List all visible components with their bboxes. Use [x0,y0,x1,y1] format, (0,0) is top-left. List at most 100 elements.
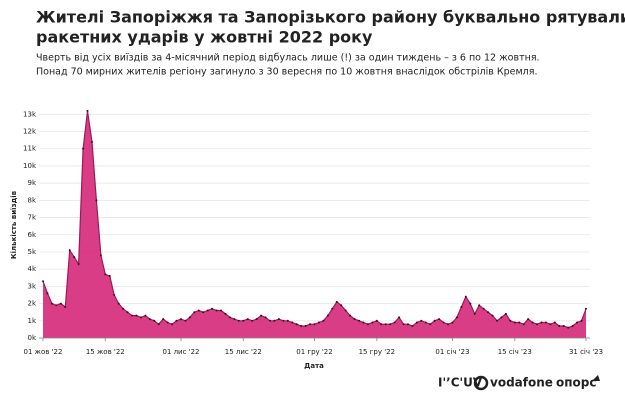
point [344,309,347,312]
point [117,302,120,305]
point [282,319,285,322]
y-tick-label: 12k [23,128,37,136]
point [224,312,227,315]
point [420,319,423,322]
point [175,319,178,322]
chart-title-2: ракетних ударів у жовтні 2022 року [36,28,373,47]
line [42,110,587,329]
point [353,318,356,321]
y-tick-label: 3k [27,282,36,290]
subtitle: Чверть від усіх виїздів за 4-місячний пе… [36,53,540,64]
point [135,314,138,317]
point [113,293,116,296]
y-tick-label: 5k [27,248,36,256]
point [518,321,521,324]
point [313,323,316,326]
point [144,314,147,317]
point [122,307,125,310]
x-tick-label: 01 гру '22 [296,348,332,356]
y-tick-label: 6k [27,231,36,239]
point [375,319,378,322]
point [393,321,396,324]
point [179,318,182,321]
point [371,321,374,324]
x-axis-label: Дата [304,362,324,370]
point [291,321,294,324]
point [322,319,325,322]
point [549,323,552,326]
point [59,302,62,305]
y-tick-label: 10k [23,162,37,170]
point [255,318,258,321]
point [55,304,58,307]
x-tick-label: 01 лис '22 [162,348,199,356]
point [571,324,574,327]
point [304,324,307,327]
point [90,140,93,143]
point [362,321,365,324]
y-axis-label: Кількість виїздів [10,190,18,259]
y-tick-label: 13k [23,110,37,118]
point [211,307,214,310]
point [237,319,240,322]
point [531,321,534,324]
point [73,256,76,259]
logo: I'’C'UV [438,376,483,390]
point [504,312,507,315]
point [188,316,191,319]
point [246,318,249,321]
point [64,306,67,309]
point [166,321,169,324]
point [411,324,414,327]
point [513,321,516,324]
point [295,323,298,326]
point [273,319,276,322]
point [242,319,245,322]
y-tick-label: 2k [27,300,36,308]
point [104,273,107,276]
point [46,292,49,295]
point [495,319,498,322]
point [580,319,583,322]
point [553,321,556,324]
logo-icon [473,375,489,391]
x-tick-label: 15 гру '22 [359,348,395,356]
point [184,319,187,322]
point [228,316,231,319]
point [86,109,89,112]
point [233,318,236,321]
x-tick-label: 15 січ '23 [498,348,532,356]
point [157,323,160,326]
point [384,323,387,326]
point [202,311,205,314]
point [447,323,450,326]
point [50,302,53,305]
point [99,254,102,257]
point [331,307,334,310]
point [389,323,392,326]
point [478,304,481,307]
logo-icon [592,375,600,381]
point [576,321,579,324]
logo: vodafone [490,376,553,390]
y-tick-label: 1k [27,317,36,325]
logo: опорс [556,376,596,390]
x-tick-label: 01 жов '22 [24,348,63,356]
point [455,316,458,319]
y-tick-label: 9k [27,179,36,187]
point [82,147,85,150]
point [286,319,289,322]
chart-title-1: Жителі Запоріжжя та Запорізького району … [36,8,625,27]
point [171,323,174,326]
point [349,314,352,317]
x-tick-label: 15 жов '22 [86,348,125,356]
point [77,263,80,266]
point [562,324,565,327]
point [482,307,485,310]
point [398,316,401,319]
point [326,314,329,317]
point [268,319,271,322]
point [451,321,454,324]
subtitle: Понад 70 мирних жителів регіону загинуло… [36,67,537,78]
point [509,319,512,322]
